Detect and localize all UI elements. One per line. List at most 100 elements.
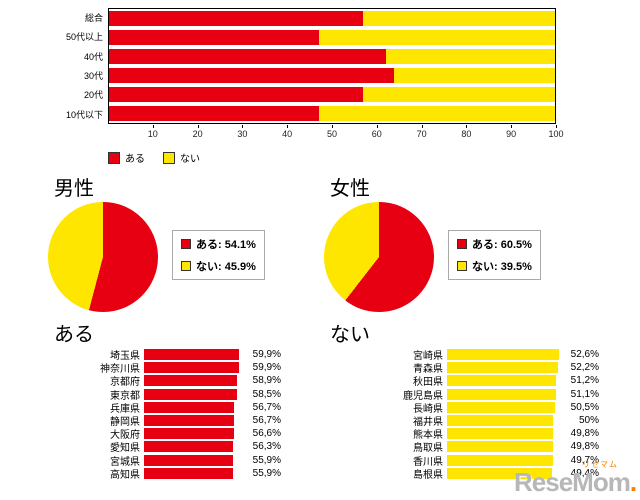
legend-swatch-have bbox=[108, 151, 120, 164]
pref-row: 香川県 49,7% bbox=[355, 454, 599, 468]
x-axis-tick-label: 40 bbox=[282, 129, 293, 139]
x-axis-tick-label: 60 bbox=[371, 129, 382, 139]
pref-bar-area bbox=[447, 362, 561, 374]
x-axis-tick-label: 10 bbox=[147, 129, 158, 139]
stacked-bar-row bbox=[109, 49, 555, 64]
pref-bar-area bbox=[447, 454, 561, 466]
pref-value-label: 49,4% bbox=[570, 467, 599, 479]
pref-bar-area bbox=[144, 467, 241, 479]
pref-row: 埼玉県 59,9% bbox=[52, 348, 281, 363]
x-axis-tick-mark bbox=[421, 125, 423, 128]
pref-bar-area bbox=[447, 441, 561, 453]
bar-segment bbox=[109, 106, 319, 121]
stacked-bar-categories: 総合 50代以上 40代 30代 20代 10代以下 bbox=[0, 8, 103, 124]
pref-value-label: 55,9% bbox=[252, 454, 281, 466]
pref-row: 兵庫県 56,7% bbox=[52, 401, 281, 415]
pref-value-label: 59,9% bbox=[252, 349, 281, 361]
male-have-value: ある: 54.1% bbox=[196, 239, 256, 251]
pref-name-label: 静岡県 bbox=[110, 417, 140, 429]
pref-name-label: 島根県 bbox=[413, 469, 443, 481]
male-pie-graphic bbox=[48, 202, 158, 312]
pref-value-label: 50,5% bbox=[570, 401, 599, 413]
pref-bar bbox=[144, 349, 239, 361]
pref-bar bbox=[144, 388, 237, 400]
pref-bar bbox=[447, 454, 553, 466]
pref-name-label: 宮城県 bbox=[110, 456, 140, 468]
legend-swatch-have bbox=[457, 239, 467, 249]
pref-name-label: 鹿児島県 bbox=[403, 390, 443, 402]
pref-bar bbox=[447, 362, 559, 374]
stacked-bar-row bbox=[109, 87, 555, 102]
pref-bar bbox=[144, 454, 233, 466]
stacked-bar-legend: ある ない bbox=[108, 150, 200, 165]
pref-bar bbox=[144, 467, 233, 479]
pref-bar-area bbox=[144, 401, 241, 413]
stacked-bar-plot bbox=[108, 8, 556, 124]
pref-value-label: 59,9% bbox=[252, 362, 281, 374]
x-axis-tick-label: 80 bbox=[461, 129, 472, 139]
pref-name-label: 鳥取県 bbox=[413, 443, 443, 455]
pref-name-label: 東京都 bbox=[110, 390, 140, 402]
pref-value-label: 56,7% bbox=[252, 415, 281, 427]
pref-value-label: 56,7% bbox=[252, 401, 281, 413]
pref-name-label: 長崎県 bbox=[413, 403, 443, 415]
pref-bar bbox=[447, 415, 554, 427]
resemom-wordmark: ReseMom. bbox=[514, 467, 637, 497]
pref-row: 鳥取県 49,8% bbox=[355, 440, 599, 455]
legend-row-have: ある: 54.1% bbox=[181, 236, 256, 252]
pref-name-label: 福井県 bbox=[413, 417, 443, 429]
stacked-bar-category-label: 10代以下 bbox=[65, 109, 103, 120]
pref-bar-area bbox=[447, 428, 561, 440]
pref-value-label: 58,9% bbox=[252, 375, 281, 387]
pref-row: 宮崎県 52,6% bbox=[355, 348, 599, 363]
stacked-bar-category-label: 40代 bbox=[83, 51, 103, 62]
stacked-bar-row bbox=[109, 11, 555, 26]
pref-name-label: 宮崎県 bbox=[413, 351, 443, 363]
legend-label-nothave: ない bbox=[180, 154, 200, 165]
pref-bar bbox=[447, 388, 556, 400]
female-pie-graphic bbox=[324, 202, 434, 312]
legend-swatch-nothave bbox=[181, 261, 191, 271]
pref-value-label: 52,6% bbox=[570, 349, 599, 361]
pref-name-label: 熊本県 bbox=[413, 430, 443, 442]
bar-segment bbox=[363, 87, 555, 102]
pref-bar bbox=[447, 441, 554, 453]
pref-row: 大阪府 56,6% bbox=[52, 427, 281, 441]
nothave-by-pref-rows: 宮崎県 52,6% 青森県 52,2% 秋田県 51,2% 鹿児島県 51,1% 長崎県 50,5… bbox=[355, 348, 599, 481]
pref-bar-area bbox=[144, 362, 241, 374]
pref-value-label: 51,2% bbox=[570, 375, 599, 387]
bar-segment bbox=[109, 68, 395, 83]
pref-value-label: 49,8% bbox=[570, 428, 599, 440]
stacked-bar-category-label: 30代 bbox=[83, 71, 103, 82]
pref-bar-area bbox=[144, 349, 241, 361]
male-pie-title: 男性 bbox=[54, 178, 94, 200]
bar-segment bbox=[109, 49, 386, 64]
pref-row: 東京都 58,5% bbox=[52, 388, 281, 402]
pref-bar-area bbox=[447, 375, 561, 387]
nothave-ranking-title: ない bbox=[330, 324, 370, 346]
pref-bar bbox=[144, 441, 234, 453]
pref-bar bbox=[447, 467, 553, 479]
stacked-bar-xticks: 10 20 30 40 50 60 70 80 90 100 bbox=[108, 125, 564, 141]
pref-bar-area bbox=[144, 415, 241, 427]
x-axis-tick-mark bbox=[242, 125, 244, 128]
pref-name-label: 秋田県 bbox=[413, 377, 443, 389]
pref-row: 鹿児島県 51,1% bbox=[355, 388, 599, 402]
x-axis-tick-label: 50 bbox=[326, 129, 338, 139]
x-axis-tick-mark bbox=[332, 125, 333, 128]
pref-bar-area bbox=[144, 454, 241, 466]
pref-row: 福井県 50% bbox=[355, 414, 599, 429]
bar-segment bbox=[109, 11, 364, 26]
resemom-logo: リセマム ReseMom. bbox=[514, 459, 637, 497]
pref-name-label: 埼玉県 bbox=[110, 351, 140, 363]
x-axis-tick-mark bbox=[556, 125, 557, 128]
x-axis-tick-mark bbox=[287, 125, 289, 128]
pref-value-label: 56,6% bbox=[252, 428, 281, 440]
bar-segment bbox=[385, 49, 555, 64]
x-axis-tick-label: 100 bbox=[548, 129, 564, 139]
pref-bar-area bbox=[144, 428, 241, 440]
pref-name-label: 香川県 bbox=[413, 456, 443, 468]
pref-value-label: 49,7% bbox=[570, 454, 599, 466]
pref-row: 熊本県 49,8% bbox=[355, 427, 599, 442]
